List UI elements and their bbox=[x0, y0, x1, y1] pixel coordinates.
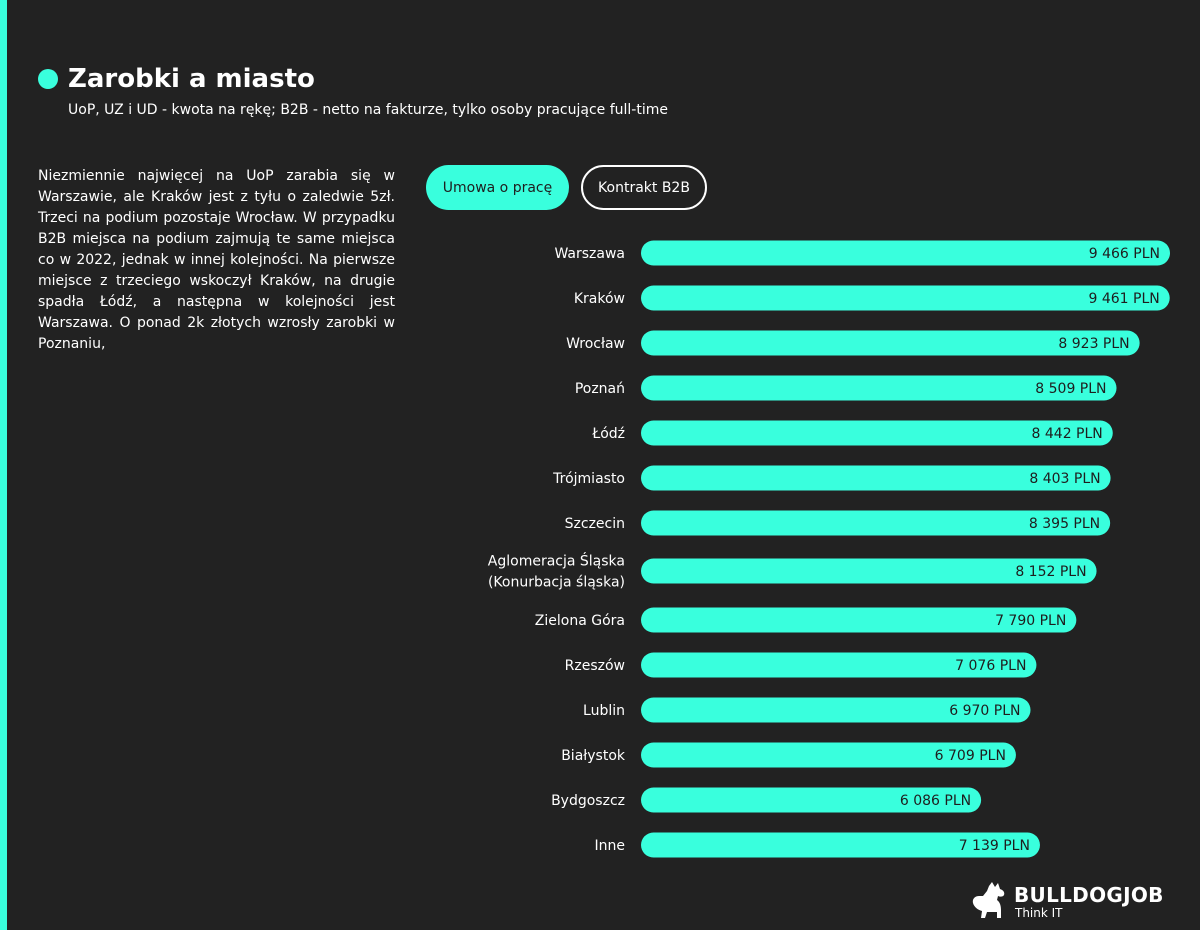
bar-12 bbox=[641, 787, 982, 813]
bar-value-label: 8 403 PLN bbox=[1029, 471, 1100, 487]
bar-value-label: 9 466 PLN bbox=[1089, 246, 1160, 262]
description-text: Niezmiennie najwięcej na UoP zarabia się… bbox=[38, 168, 395, 352]
category-label: Szczecin bbox=[565, 516, 625, 532]
logo-name: BULLDOGJOB bbox=[1014, 883, 1164, 907]
bar-value-label: 8 923 PLN bbox=[1058, 336, 1129, 352]
bar-value-label: 6 086 PLN bbox=[900, 793, 971, 809]
page-subtitle: UoP, UZ i UD - kwota na rękę; B2B - nett… bbox=[68, 102, 668, 118]
category-label: Białystok bbox=[561, 748, 626, 764]
bar-value-label: 6 970 PLN bbox=[949, 703, 1020, 719]
bar-2 bbox=[641, 330, 1140, 356]
category-label: Bydgoszcz bbox=[551, 793, 625, 809]
category-label: Kraków bbox=[574, 291, 625, 307]
bar-value-label: 7 139 PLN bbox=[959, 838, 1030, 854]
bar-value-label: 7 076 PLN bbox=[955, 658, 1026, 674]
bar-6 bbox=[641, 510, 1111, 536]
category-label: Aglomeracja Śląska bbox=[488, 552, 625, 570]
bar-3 bbox=[641, 375, 1117, 401]
bar-value-label: 8 152 PLN bbox=[1015, 564, 1086, 580]
bar-9 bbox=[641, 652, 1037, 678]
category-label: (Konurbacja śląska) bbox=[488, 575, 625, 591]
category-label: Zielona Góra bbox=[535, 613, 625, 629]
bar-1 bbox=[641, 285, 1170, 311]
category-label: Warszawa bbox=[554, 246, 625, 262]
bar-13 bbox=[641, 832, 1040, 858]
bar-value-label: 8 442 PLN bbox=[1032, 426, 1103, 442]
tab-kontrakt-b2b[interactable]: Kontrakt B2B bbox=[581, 165, 707, 210]
bar-value-label: 7 790 PLN bbox=[995, 613, 1066, 629]
tab-umowa-o-prace[interactable]: Umowa o pracę bbox=[426, 165, 569, 210]
category-label: Trójmiasto bbox=[552, 471, 625, 487]
bar-7 bbox=[641, 558, 1097, 584]
category-label: Łódź bbox=[591, 426, 625, 442]
bar-0 bbox=[641, 240, 1170, 266]
bar-value-label: 6 709 PLN bbox=[935, 748, 1006, 764]
bar-4 bbox=[641, 420, 1113, 446]
bar-5 bbox=[641, 465, 1111, 491]
bar-value-label: 8 509 PLN bbox=[1035, 381, 1106, 397]
page-title: Zarobki a miasto bbox=[68, 64, 315, 94]
bar-10 bbox=[641, 697, 1031, 723]
bar-value-label: 9 461 PLN bbox=[1088, 291, 1159, 307]
category-label: Inne bbox=[595, 838, 626, 854]
category-label: Rzeszów bbox=[565, 658, 625, 674]
category-label: Poznań bbox=[575, 381, 625, 397]
bulldog-icon bbox=[972, 882, 1005, 918]
category-label: Lublin bbox=[583, 703, 625, 719]
category-label: Wrocław bbox=[566, 336, 625, 352]
bar-value-label: 8 395 PLN bbox=[1029, 516, 1100, 532]
bar-11 bbox=[641, 742, 1016, 768]
accent-stripe bbox=[0, 0, 7, 930]
bulldogjob-logo: BULLDOGJOB Think IT bbox=[970, 880, 1170, 922]
title-dot-icon bbox=[38, 69, 58, 89]
bar-8 bbox=[641, 607, 1077, 633]
logo-tagline: Think IT bbox=[1015, 906, 1063, 920]
